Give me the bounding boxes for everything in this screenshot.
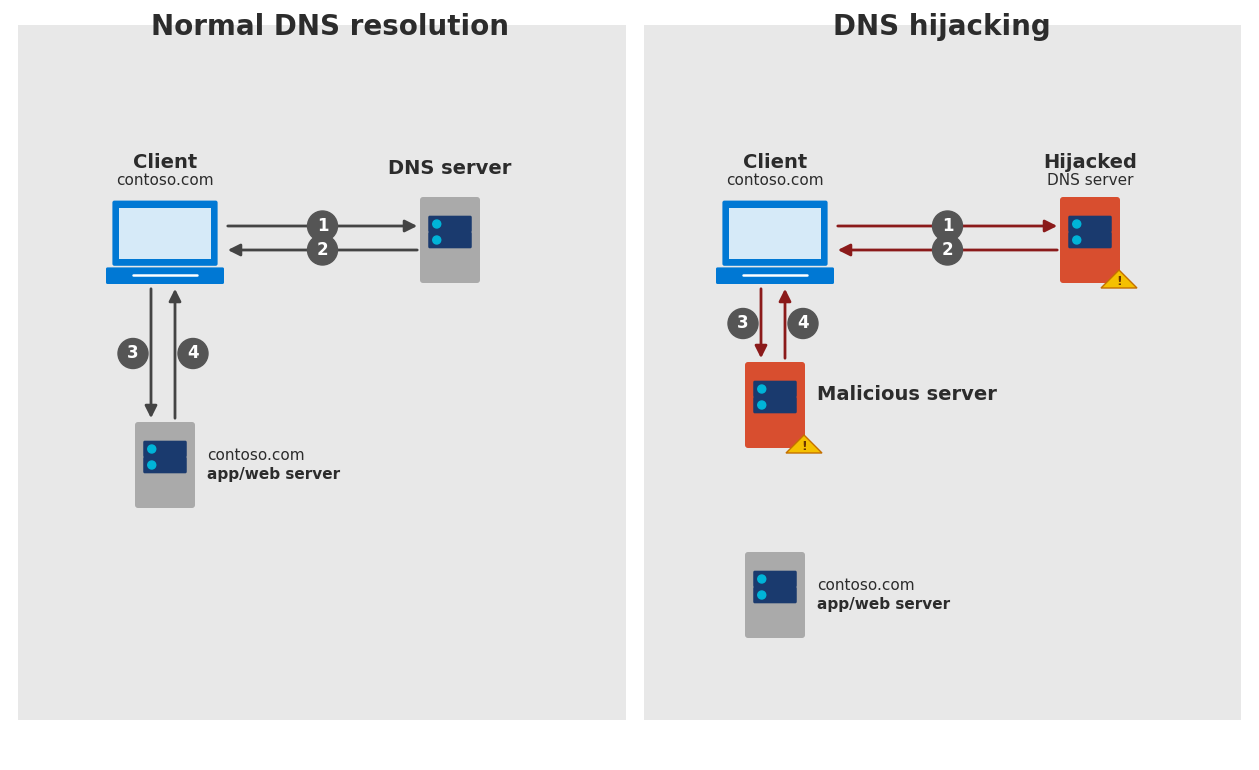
FancyBboxPatch shape: [645, 25, 1241, 720]
Text: DNS server: DNS server: [1046, 173, 1133, 188]
FancyBboxPatch shape: [723, 201, 827, 266]
Text: 1: 1: [942, 217, 953, 235]
FancyBboxPatch shape: [428, 232, 472, 248]
FancyBboxPatch shape: [1068, 232, 1112, 248]
Circle shape: [933, 211, 962, 241]
Circle shape: [433, 220, 441, 228]
Text: !: !: [801, 440, 807, 454]
Circle shape: [147, 461, 156, 469]
Circle shape: [1073, 220, 1080, 228]
Text: Client: Client: [743, 153, 807, 172]
FancyBboxPatch shape: [729, 208, 821, 259]
FancyBboxPatch shape: [112, 201, 218, 266]
FancyBboxPatch shape: [753, 587, 797, 604]
Text: DNS server: DNS server: [388, 159, 511, 178]
Text: Normal DNS resolution: Normal DNS resolution: [151, 13, 509, 41]
FancyBboxPatch shape: [18, 25, 626, 720]
FancyBboxPatch shape: [745, 552, 805, 638]
Circle shape: [1073, 236, 1080, 244]
Text: 2: 2: [942, 241, 953, 259]
Text: 4: 4: [797, 314, 808, 333]
FancyBboxPatch shape: [135, 422, 195, 508]
Polygon shape: [786, 435, 822, 453]
Circle shape: [788, 309, 818, 339]
FancyBboxPatch shape: [1060, 197, 1121, 283]
Circle shape: [307, 211, 337, 241]
Text: !: !: [1117, 275, 1122, 288]
Circle shape: [758, 401, 765, 409]
FancyBboxPatch shape: [716, 267, 833, 284]
Circle shape: [307, 235, 337, 265]
Circle shape: [758, 591, 765, 599]
Circle shape: [758, 575, 765, 583]
Text: Malicious server: Malicious server: [817, 386, 997, 404]
Text: 2: 2: [317, 241, 329, 259]
Text: contoso.com: contoso.com: [726, 173, 823, 188]
Text: Client: Client: [133, 153, 198, 172]
Circle shape: [178, 339, 208, 369]
FancyBboxPatch shape: [753, 397, 797, 413]
Circle shape: [147, 445, 156, 453]
Circle shape: [433, 236, 441, 244]
Text: DNS hijacking: DNS hijacking: [833, 13, 1051, 41]
Polygon shape: [1102, 270, 1137, 288]
FancyBboxPatch shape: [753, 571, 797, 588]
Text: app/web server: app/web server: [206, 467, 340, 483]
FancyBboxPatch shape: [106, 267, 224, 284]
FancyBboxPatch shape: [745, 362, 805, 448]
FancyBboxPatch shape: [144, 457, 186, 474]
Text: contoso.com: contoso.com: [116, 173, 214, 188]
Circle shape: [118, 339, 149, 369]
Text: 4: 4: [188, 344, 199, 363]
Text: 1: 1: [317, 217, 329, 235]
FancyBboxPatch shape: [144, 440, 186, 457]
Text: app/web server: app/web server: [817, 598, 951, 612]
FancyBboxPatch shape: [753, 380, 797, 397]
FancyBboxPatch shape: [120, 208, 210, 259]
Text: contoso.com: contoso.com: [817, 578, 914, 592]
FancyBboxPatch shape: [1068, 216, 1112, 233]
Text: 3: 3: [738, 314, 749, 333]
Circle shape: [758, 385, 765, 393]
Circle shape: [728, 309, 758, 339]
Text: Hijacked: Hijacked: [1042, 153, 1137, 172]
Text: contoso.com: contoso.com: [206, 447, 305, 463]
FancyBboxPatch shape: [428, 216, 472, 233]
Text: 3: 3: [127, 344, 138, 363]
Circle shape: [933, 235, 962, 265]
FancyBboxPatch shape: [421, 197, 480, 283]
